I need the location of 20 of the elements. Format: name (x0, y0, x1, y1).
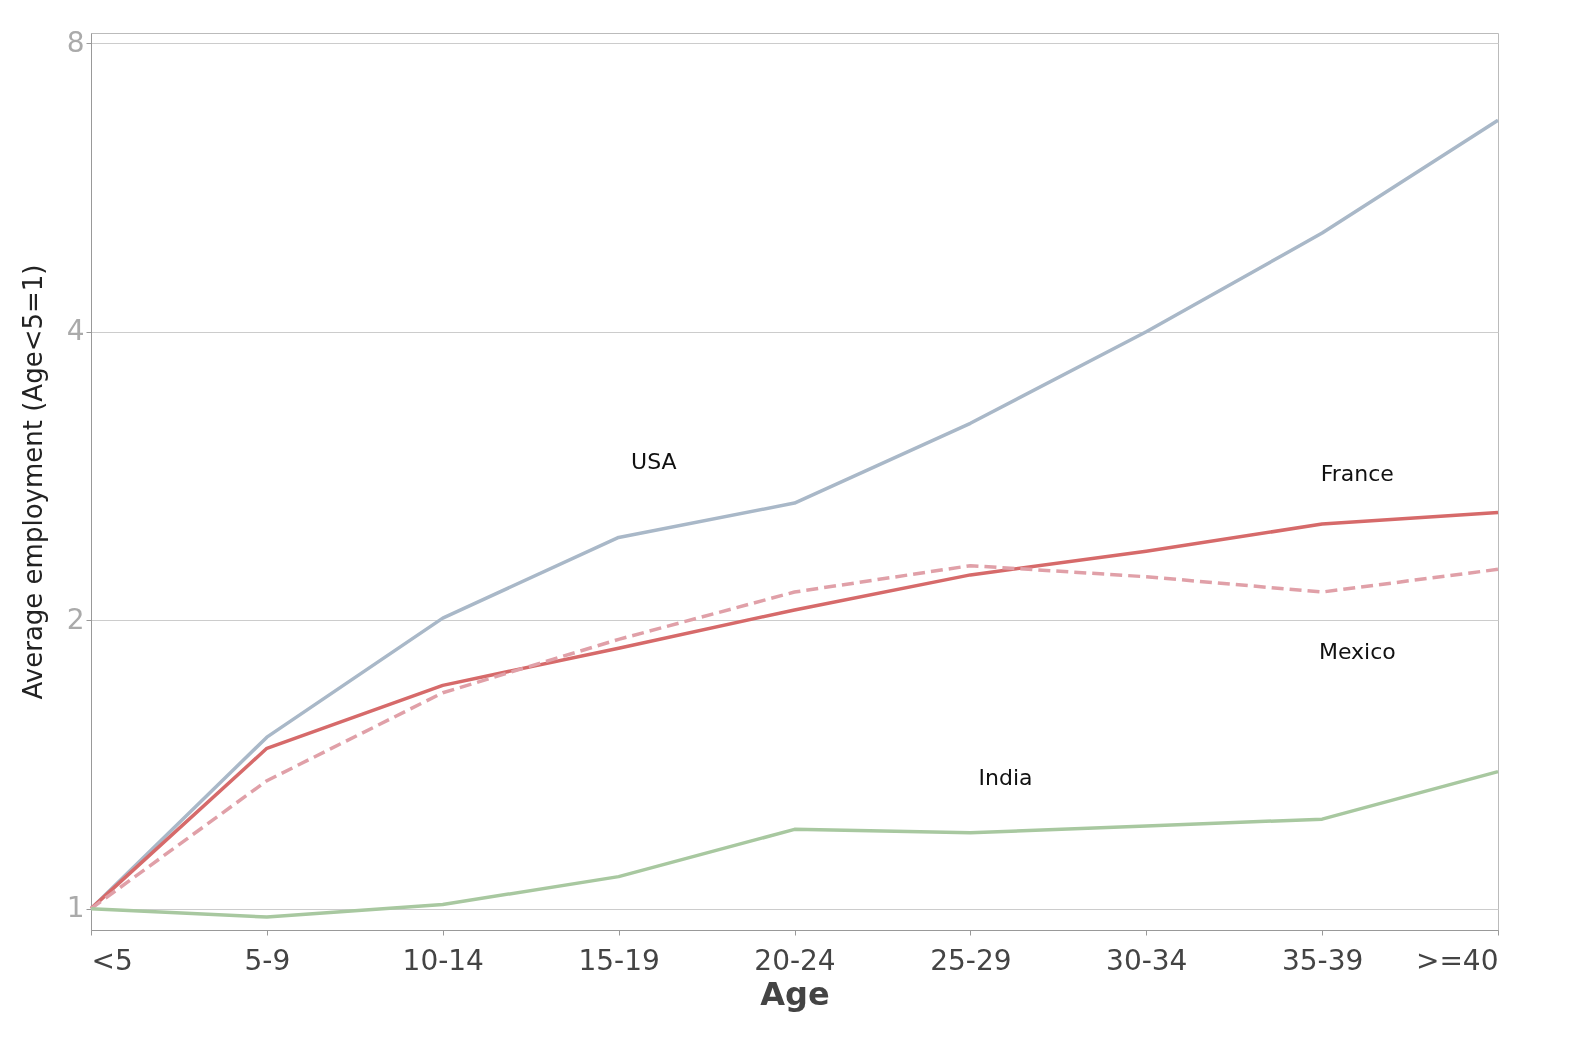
x-tick-label: 20-24 (754, 943, 836, 977)
y-axis-title: Average employment (Age<5=1) (17, 264, 48, 700)
x-tick-label: 10-14 (402, 943, 484, 977)
y-tick-label: 4 (66, 314, 85, 348)
x-tick-label: 5-9 (244, 943, 291, 977)
x-tick-label: <5 (91, 943, 133, 977)
x-tick-label: 15-19 (578, 943, 660, 977)
y-tick-label: 8 (66, 25, 85, 59)
text: Mexico (1318, 639, 1396, 665)
y-tick-label: 1 (66, 891, 85, 925)
x-tick-label: 30-34 (1106, 943, 1188, 977)
series-label: France (1320, 461, 1394, 487)
x-tick-label: >=40 (1415, 943, 1499, 977)
text: USA (631, 449, 677, 475)
y-tick-label: 2 (66, 602, 85, 636)
series-label: India (978, 764, 1033, 790)
line-series (89, 769, 1500, 919)
x-tick-label: 35-39 (1281, 943, 1364, 977)
x-tick-label: 25-29 (930, 943, 1012, 977)
x-axis-title: Age (760, 974, 830, 1013)
